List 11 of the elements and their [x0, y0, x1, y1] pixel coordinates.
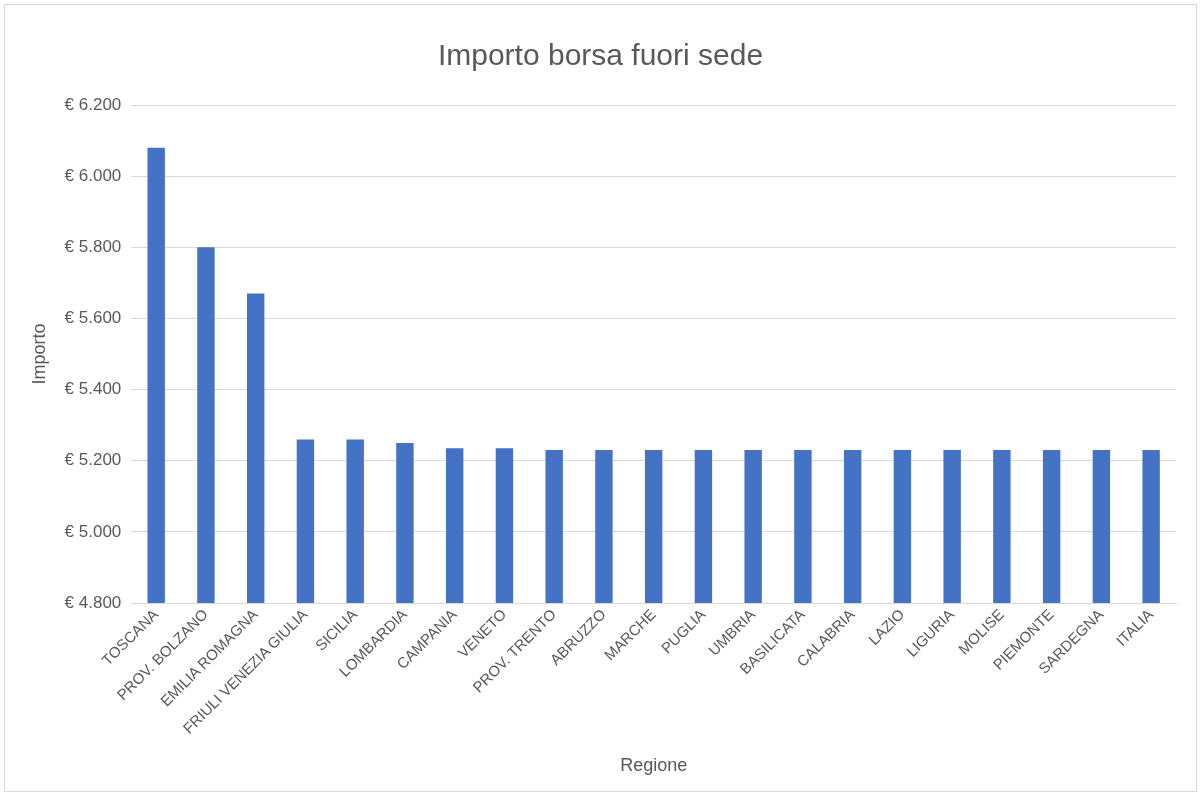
- y-tick-label: € 5.000: [64, 521, 122, 541]
- y-tick-label: € 5.400: [64, 379, 122, 399]
- y-tick-label: € 6.000: [64, 165, 122, 185]
- y-tick-label: € 5.200: [64, 450, 122, 470]
- y-axis-title: Importo: [28, 323, 49, 385]
- y-tick-label: € 6.200: [64, 94, 122, 114]
- y-tick-label: € 5.800: [64, 236, 122, 256]
- chart-title: Importo borsa fuori sede: [437, 38, 764, 72]
- x-axis-title: Regione: [620, 755, 688, 776]
- y-tick-label: € 5.600: [64, 308, 122, 328]
- y-tick-label: € 4.800: [64, 592, 122, 612]
